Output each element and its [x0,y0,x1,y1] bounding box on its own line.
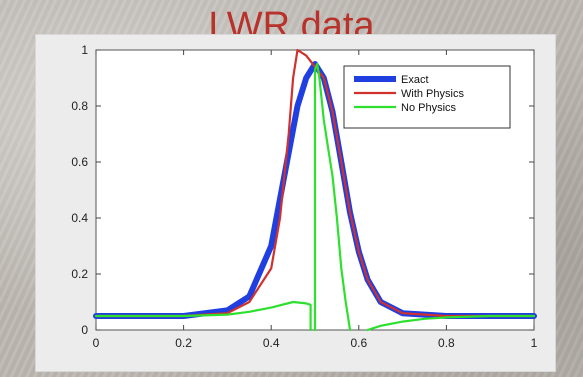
line-chart: 0 0.2 0.4 0.6 0.8 1 0 0.2 0.4 0.6 0.8 1 Exact With P… [71,43,538,350]
legend: Exact With Physics No Physics [343,65,511,129]
y-tick-label: 0.4 [71,211,88,225]
x-tick-label: 0 [93,336,100,350]
y-tick-label: 0.6 [71,155,88,169]
x-tick-label: 0.4 [263,336,280,350]
legend-entry: No Physics [401,102,457,114]
x-tick-label: 0.6 [350,336,367,350]
legend-entry: Exact [401,74,429,86]
series-line-no-physics [366,314,536,332]
series-line-no-physics [313,62,352,332]
y-tick-label: 0.2 [71,267,88,281]
figure-frame: 0 0.2 0.4 0.6 0.8 1 0 0.2 0.4 0.6 0.8 1 Exact With P… [35,34,556,372]
y-tick-label: 0.8 [71,99,88,113]
y-tick-label: 0 [81,323,88,337]
series-line-no-physics [94,300,312,332]
x-tick-label: 1 [531,336,538,350]
legend-entry: With Physics [401,88,464,100]
y-tick-label: 1 [81,43,88,57]
x-tick-label: 0.8 [438,336,455,350]
x-tick-label: 0.2 [175,336,192,350]
